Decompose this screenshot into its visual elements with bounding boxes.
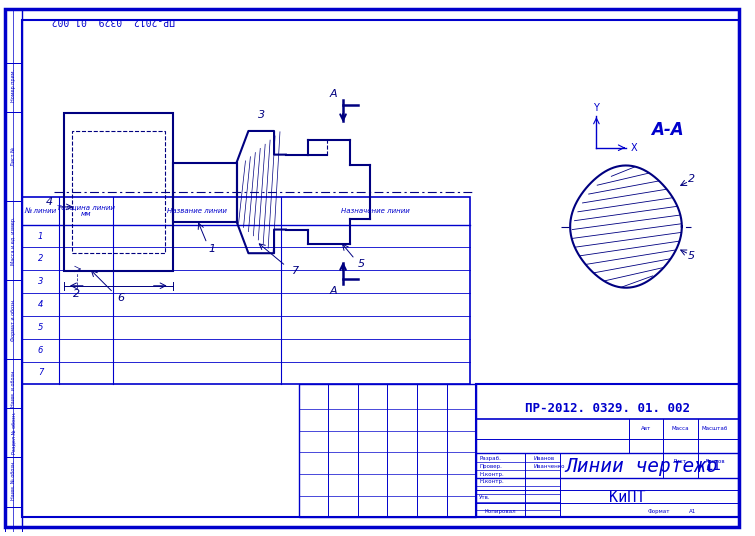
Text: Иванов: Иванов bbox=[533, 456, 554, 461]
Text: Формат и обозн.: Формат и обозн. bbox=[11, 298, 17, 340]
Text: Копировал: Копировал bbox=[485, 509, 516, 514]
Bar bbox=[5, 359, 22, 408]
Text: Н.контр.: Н.контр. bbox=[479, 472, 504, 477]
Text: А-А: А-А bbox=[651, 121, 684, 139]
Bar bbox=[5, 280, 22, 359]
Text: А: А bbox=[329, 286, 337, 296]
Text: 5: 5 bbox=[688, 251, 695, 261]
Text: 2: 2 bbox=[73, 288, 81, 299]
Text: Формат: Формат bbox=[647, 509, 670, 514]
Text: 4: 4 bbox=[38, 300, 43, 309]
Bar bbox=[172, 162, 236, 222]
Text: Номер прим.: Номер прим. bbox=[11, 69, 17, 102]
Text: Авт: Авт bbox=[640, 426, 651, 431]
Text: Утв.: Утв. bbox=[479, 495, 491, 500]
Text: Линии чертежо: Линии чертежо bbox=[565, 457, 717, 475]
Bar bbox=[5, 112, 13, 201]
Bar bbox=[5, 507, 22, 532]
Text: 2: 2 bbox=[688, 174, 695, 184]
Text: ПР-2012. 0329. 01. 002: ПР-2012. 0329. 01. 002 bbox=[525, 403, 690, 415]
Bar bbox=[5, 9, 13, 63]
Text: Y: Y bbox=[593, 103, 599, 113]
Text: Раздел № обозн.: Раздел № обозн. bbox=[11, 411, 17, 454]
Bar bbox=[5, 63, 13, 112]
Bar bbox=[5, 280, 13, 359]
Text: 5: 5 bbox=[38, 323, 43, 332]
Bar bbox=[5, 9, 22, 63]
Text: № линии: № линии bbox=[24, 208, 57, 214]
Text: Лист №: Лист № bbox=[11, 147, 17, 166]
Polygon shape bbox=[570, 166, 682, 288]
Text: Масса и ед. измер.: Масса и ед. измер. bbox=[11, 216, 17, 265]
Text: Лист: Лист bbox=[673, 459, 687, 464]
Text: 5: 5 bbox=[358, 259, 365, 269]
Text: 1: 1 bbox=[38, 232, 43, 241]
Bar bbox=[5, 408, 13, 457]
Bar bbox=[5, 408, 22, 457]
Text: Листов: Листов bbox=[704, 459, 725, 464]
Text: КиПТ: КиПТ bbox=[609, 490, 646, 505]
Text: Масса: Масса bbox=[671, 426, 689, 431]
Text: 7: 7 bbox=[38, 368, 43, 377]
Text: Толщина линии
мм: Толщина линии мм bbox=[57, 204, 116, 217]
Text: 3: 3 bbox=[257, 110, 265, 120]
Bar bbox=[5, 9, 22, 527]
Text: 6: 6 bbox=[38, 346, 43, 355]
Bar bbox=[72, 131, 165, 253]
Bar bbox=[5, 457, 13, 507]
Bar bbox=[5, 201, 13, 280]
Text: Назначение линии: Назначение линии bbox=[341, 208, 410, 214]
Text: А1: А1 bbox=[689, 509, 697, 514]
Text: Иванченко: Иванченко bbox=[533, 464, 565, 468]
Bar bbox=[5, 63, 22, 112]
Bar bbox=[476, 384, 739, 517]
Text: Масштаб: Масштаб bbox=[701, 426, 728, 431]
Bar bbox=[5, 112, 22, 201]
Text: Наим. и обозн.: Наим. и обозн. bbox=[11, 369, 17, 407]
Text: Провер.: Провер. bbox=[479, 464, 502, 468]
Text: Н.контр.: Н.контр. bbox=[479, 479, 504, 485]
Bar bbox=[22, 197, 470, 384]
Bar bbox=[5, 457, 22, 507]
Text: 4: 4 bbox=[46, 197, 53, 207]
Text: Название линии: Название линии bbox=[167, 208, 227, 214]
Text: 11: 11 bbox=[704, 459, 721, 473]
Bar bbox=[5, 507, 13, 532]
Text: 6: 6 bbox=[118, 293, 125, 303]
Text: Наим. № обозн.: Наим. № обозн. bbox=[11, 460, 17, 500]
Text: 1: 1 bbox=[208, 244, 215, 254]
Text: X: X bbox=[630, 143, 637, 153]
Bar bbox=[5, 201, 22, 280]
Bar bbox=[299, 384, 476, 517]
Text: ПР-2012. 0329. 01.002: ПР-2012. 0329. 01.002 bbox=[51, 14, 175, 25]
Text: Разраб.: Разраб. bbox=[479, 456, 501, 461]
Text: А: А bbox=[329, 88, 337, 99]
Bar bbox=[64, 113, 172, 271]
Text: 3: 3 bbox=[38, 277, 43, 286]
Text: 7: 7 bbox=[292, 266, 299, 276]
Polygon shape bbox=[570, 166, 682, 288]
Text: 2: 2 bbox=[38, 255, 43, 263]
Bar bbox=[5, 359, 13, 408]
